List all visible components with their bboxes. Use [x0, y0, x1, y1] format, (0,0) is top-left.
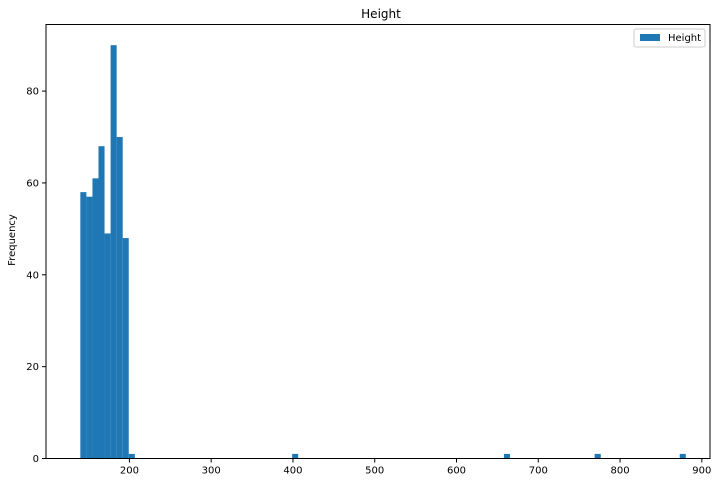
legend: Height [633, 28, 706, 48]
histogram-bar [104, 233, 111, 459]
histogram-bar [98, 146, 105, 459]
histogram-bar [80, 192, 87, 459]
x-tick-label: 500 [365, 466, 384, 477]
histogram-bar [503, 453, 510, 459]
y-axis-ticks: 0 20 40 60 80 [26, 87, 46, 465]
x-tick-label: 800 [611, 466, 630, 477]
x-tick-label: 300 [202, 466, 221, 477]
histogram-bar [594, 453, 601, 459]
y-tick-label: 20 [26, 362, 39, 373]
x-axis-ticks: 200 300 400 500 600 700 800 900 [120, 458, 711, 477]
y-tick-label: 0 [33, 454, 39, 465]
histogram-bar [110, 45, 117, 459]
histogram-bar [122, 238, 129, 459]
histogram-bar [128, 453, 135, 459]
histogram-bar [679, 453, 686, 459]
plot-frame [45, 24, 711, 459]
x-tick-label: 400 [283, 466, 302, 477]
histogram-bar [92, 178, 99, 459]
y-tick-label: 60 [26, 178, 39, 189]
histogram-bars [80, 45, 686, 459]
y-tick-label: 80 [26, 87, 39, 98]
x-tick-label: 900 [692, 466, 711, 477]
histogram-bar [86, 196, 93, 459]
x-tick-label: 200 [120, 466, 139, 477]
legend-swatch [640, 34, 660, 41]
legend-box [633, 28, 706, 48]
legend-entry-height: Height [668, 33, 701, 44]
y-tick-label: 40 [26, 270, 39, 281]
histogram-bar [292, 453, 299, 459]
x-tick-label: 600 [447, 466, 466, 477]
chart-title: Height [361, 7, 401, 21]
y-axis-label: Frequency [7, 214, 18, 266]
x-tick-label: 700 [529, 466, 548, 477]
histogram-bar [116, 137, 123, 459]
